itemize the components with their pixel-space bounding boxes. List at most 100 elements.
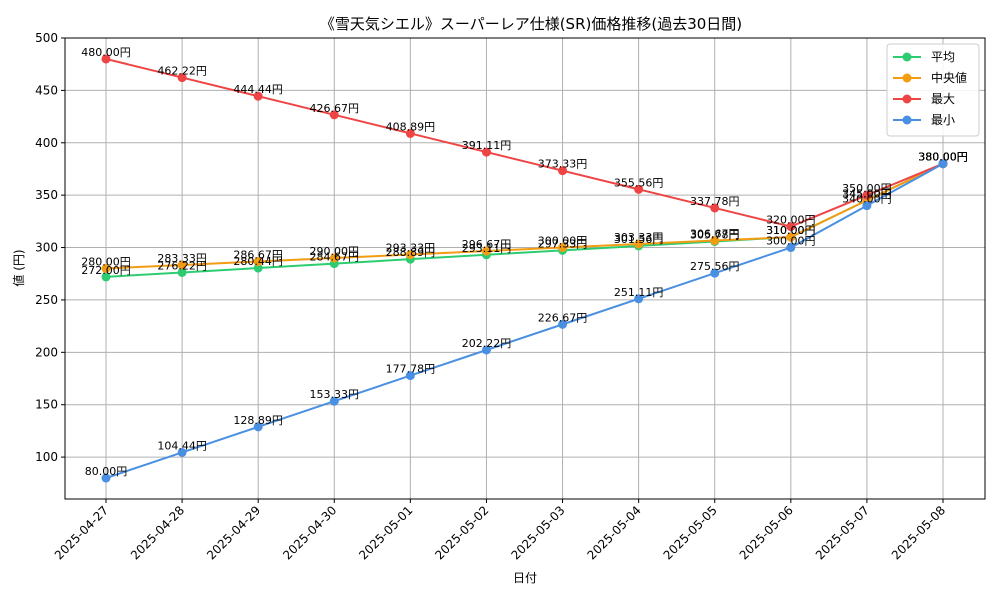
grid bbox=[65, 37, 985, 499]
data-label: 340.00円 bbox=[842, 193, 892, 206]
legend-box bbox=[886, 43, 980, 137]
data-label: 272.00円 bbox=[81, 264, 131, 277]
y-tick-label: 350 bbox=[35, 188, 58, 202]
data-label: 297.33円 bbox=[538, 237, 588, 250]
data-label: 310.00円 bbox=[766, 224, 816, 237]
data-label: 380.00円 bbox=[918, 151, 968, 164]
data-point bbox=[634, 239, 644, 249]
legend-label: 平均 bbox=[931, 50, 955, 64]
data-point bbox=[481, 147, 491, 157]
data-point bbox=[405, 128, 415, 138]
y-tick-label: 450 bbox=[35, 83, 58, 97]
data-point bbox=[101, 54, 111, 64]
x-tick-label: 2025-04-29 bbox=[204, 503, 263, 562]
data-point bbox=[558, 243, 568, 253]
data-point bbox=[481, 246, 491, 256]
data-label: 426.67円 bbox=[310, 102, 360, 115]
data-point bbox=[177, 447, 187, 457]
x-tick-label: 2025-05-07 bbox=[813, 503, 872, 562]
legend-item: 最大 bbox=[893, 92, 955, 106]
data-label: 286.67円 bbox=[233, 249, 283, 262]
x-tick-label: 2025-04-30 bbox=[280, 503, 339, 562]
data-label: 177.78円 bbox=[386, 363, 436, 376]
data-label: 153.33円 bbox=[310, 388, 360, 401]
series bbox=[101, 159, 948, 273]
data-label: 104.44円 bbox=[157, 439, 207, 452]
data-point bbox=[329, 253, 339, 263]
y-tick-label: 250 bbox=[35, 293, 58, 307]
data-label: 310.00円 bbox=[766, 224, 816, 237]
series bbox=[101, 54, 948, 232]
legend-label: 中央値 bbox=[931, 70, 967, 85]
x-tick-label: 2025-05-01 bbox=[356, 503, 415, 562]
data-point bbox=[710, 268, 720, 278]
data-label: 306.67円 bbox=[690, 228, 740, 241]
data-label: 355.56円 bbox=[614, 176, 664, 189]
data-label: 350.00円 bbox=[842, 182, 892, 195]
data-point bbox=[101, 272, 111, 282]
data-label: 276.22円 bbox=[157, 259, 207, 272]
data-point bbox=[862, 201, 872, 211]
series-layer bbox=[101, 54, 948, 483]
chart-title: 《雪天気シエル》スーパーレア仕様(SR)価格推移(過去30日間) bbox=[320, 15, 742, 33]
data-labels: 272.00円 276.22円 280.44円 284.67円 288.89円 293.1… bbox=[81, 46, 968, 478]
data-label: 305.78円 bbox=[690, 228, 740, 241]
data-label: 288.89円 bbox=[386, 246, 436, 259]
data-point bbox=[634, 184, 644, 194]
y-tick-label: 100 bbox=[35, 450, 58, 464]
series bbox=[101, 159, 948, 483]
y-tick-label: 200 bbox=[35, 345, 58, 359]
x-tick-label: 2025-05-03 bbox=[508, 503, 567, 562]
data-point bbox=[710, 203, 720, 213]
legend-label: 最大 bbox=[931, 92, 955, 106]
legend-item: 中央値 bbox=[893, 70, 967, 85]
legend-marker bbox=[902, 52, 912, 62]
x-tick-label: 2025-04-28 bbox=[128, 503, 187, 562]
data-label: 128.89円 bbox=[233, 414, 283, 427]
data-point bbox=[558, 166, 568, 176]
legend-label: 最小 bbox=[931, 113, 955, 127]
data-point bbox=[405, 371, 415, 381]
x-tick-label: 2025-05-05 bbox=[661, 503, 720, 562]
data-label: 280.44円 bbox=[233, 255, 283, 268]
data-label: 251.11円 bbox=[614, 286, 664, 299]
data-label: 380.00円 bbox=[918, 151, 968, 164]
data-label: 202.22円 bbox=[462, 337, 512, 350]
y-tick-label: 500 bbox=[35, 31, 58, 45]
data-point bbox=[786, 222, 796, 232]
data-label: 226.67円 bbox=[538, 311, 588, 324]
data-label: 290.00円 bbox=[310, 245, 360, 258]
series-line bbox=[105, 162, 944, 278]
x-tick-label: 2025-05-06 bbox=[737, 503, 796, 562]
y-axis-label: 値 (円) bbox=[11, 249, 26, 286]
data-label: 300.00円 bbox=[766, 235, 816, 248]
legend-marker bbox=[902, 73, 912, 83]
x-axis-label: 日付 bbox=[513, 571, 537, 585]
data-label: 275.56円 bbox=[690, 260, 740, 273]
data-point bbox=[405, 250, 415, 260]
data-point bbox=[177, 260, 187, 270]
x-tick-label: 2025-04-27 bbox=[52, 503, 111, 562]
plot-frame bbox=[64, 37, 986, 500]
data-label: 337.78円 bbox=[690, 195, 740, 208]
data-label: 462.22円 bbox=[157, 65, 207, 78]
data-point bbox=[253, 91, 263, 101]
legend-marker bbox=[902, 94, 912, 104]
data-label: 284.67円 bbox=[310, 251, 360, 264]
data-point bbox=[329, 396, 339, 406]
data-point bbox=[710, 236, 720, 246]
y-tick-label: 400 bbox=[35, 136, 58, 150]
data-point bbox=[862, 190, 872, 200]
data-label: 296.67円 bbox=[462, 238, 512, 251]
data-label: 80.00円 bbox=[85, 465, 128, 478]
x-tick-label: 2025-05-08 bbox=[889, 503, 948, 562]
data-point bbox=[101, 264, 111, 273]
data-point bbox=[634, 294, 644, 304]
series-line bbox=[105, 162, 944, 270]
data-label: 300.00円 bbox=[538, 235, 588, 248]
y-axis: 100 150 200 250 300 350 400 450 500 bbox=[35, 31, 65, 464]
data-label: 391.11円 bbox=[462, 139, 512, 152]
data-point bbox=[481, 345, 491, 355]
series-line bbox=[105, 162, 944, 479]
